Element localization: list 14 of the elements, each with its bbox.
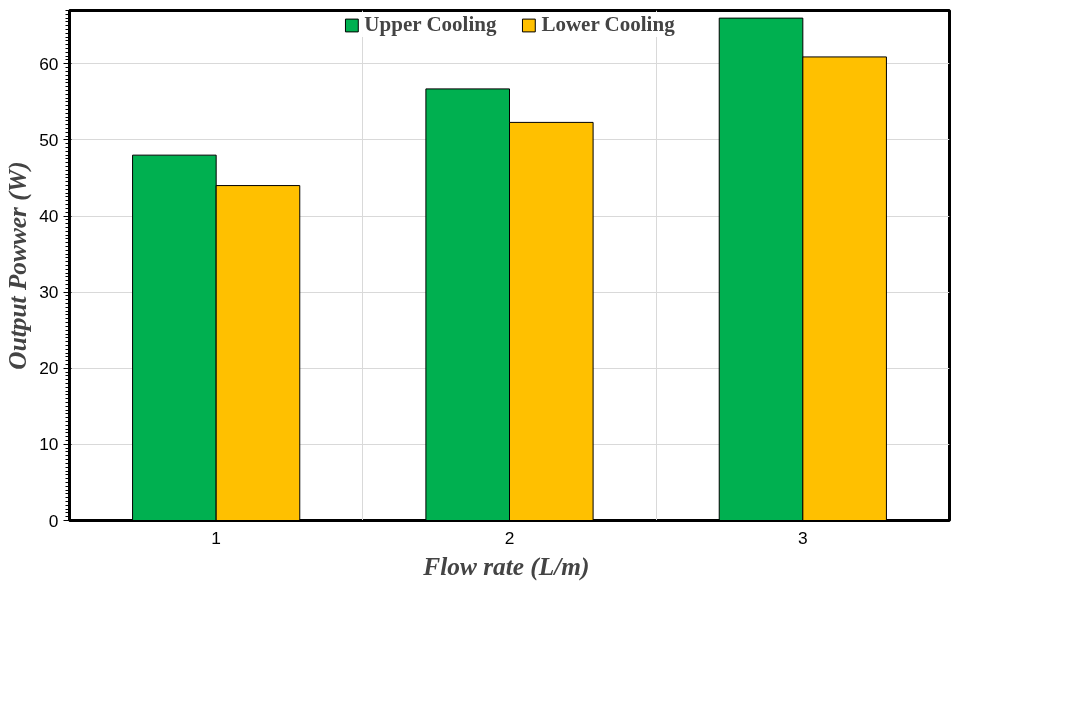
y-axis-title: Output Powwer (W) (3, 161, 33, 370)
y-tick-label: 40 (39, 206, 59, 227)
y-tick-label: 20 (39, 358, 59, 379)
legend-label: Lower Cooling (541, 12, 675, 37)
y-tick-label: 60 (39, 53, 59, 74)
x-axis-title: Flow rate (L/m) (422, 551, 590, 581)
y-tick-label: 30 (39, 282, 59, 303)
y-tick-label: 10 (39, 434, 59, 455)
y-tick-label: 50 (39, 129, 59, 150)
legend-label: Upper Cooling (364, 12, 497, 37)
x-tick-label: 3 (798, 527, 808, 548)
y-tick-label: 0 (48, 510, 59, 531)
x-tick-label: 2 (504, 527, 515, 548)
x-tick-label: 1 (211, 527, 221, 548)
